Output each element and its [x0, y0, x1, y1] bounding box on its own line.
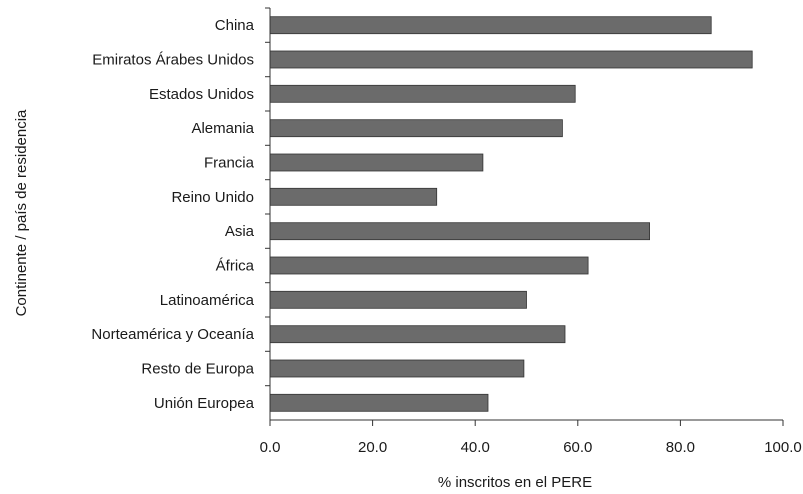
x-tick-label-3: 60.0 [563, 439, 592, 456]
bar-10 [269, 359, 525, 378]
category-label-7: África [216, 258, 255, 275]
bar-0 [269, 16, 712, 35]
bar-3 [269, 119, 563, 138]
x-ticks: 0.0 20.0 40.0 60.0 80.0 100.0 [260, 420, 802, 456]
bar-8 [269, 290, 527, 309]
bar-1 [269, 50, 753, 69]
bar-11 [269, 393, 489, 412]
bar-2 [269, 84, 576, 103]
category-label-10: Resto de Europa [141, 361, 254, 378]
bar-7 [269, 256, 589, 275]
x-tick-label-1: 20.0 [358, 439, 387, 456]
x-axis-label: % inscritos en el PERE [438, 474, 592, 491]
category-label-11: Unión Europea [154, 395, 255, 412]
category-label-1: Emiratos Árabes Unidos [92, 52, 254, 69]
category-label-2: Estados Unidos [149, 86, 254, 103]
bar-9 [269, 325, 566, 344]
category-labels: China Emiratos Árabes Unidos Estados Unido… [91, 7, 270, 412]
category-label-3: Alemania [191, 120, 254, 137]
x-tick-label-4: 80.0 [666, 439, 695, 456]
category-label-9: Norteamérica y Oceanía [91, 326, 254, 343]
x-tick-label-5: 100.0 [764, 439, 802, 456]
bar-4 [269, 153, 484, 172]
bar-6 [269, 222, 651, 241]
y-axis-label: Continente / país de residencia [13, 109, 30, 316]
category-label-4: Francia [204, 155, 255, 172]
x-tick-label-0: 0.0 [260, 439, 281, 456]
category-label-6: Asia [225, 223, 255, 240]
category-label-0: China [215, 17, 255, 34]
bars-group [269, 16, 753, 412]
category-label-5: Reino Unido [171, 189, 254, 206]
bar-5 [269, 187, 438, 206]
category-label-8: Latinoamérica [160, 292, 255, 309]
x-tick-label-2: 40.0 [461, 439, 490, 456]
